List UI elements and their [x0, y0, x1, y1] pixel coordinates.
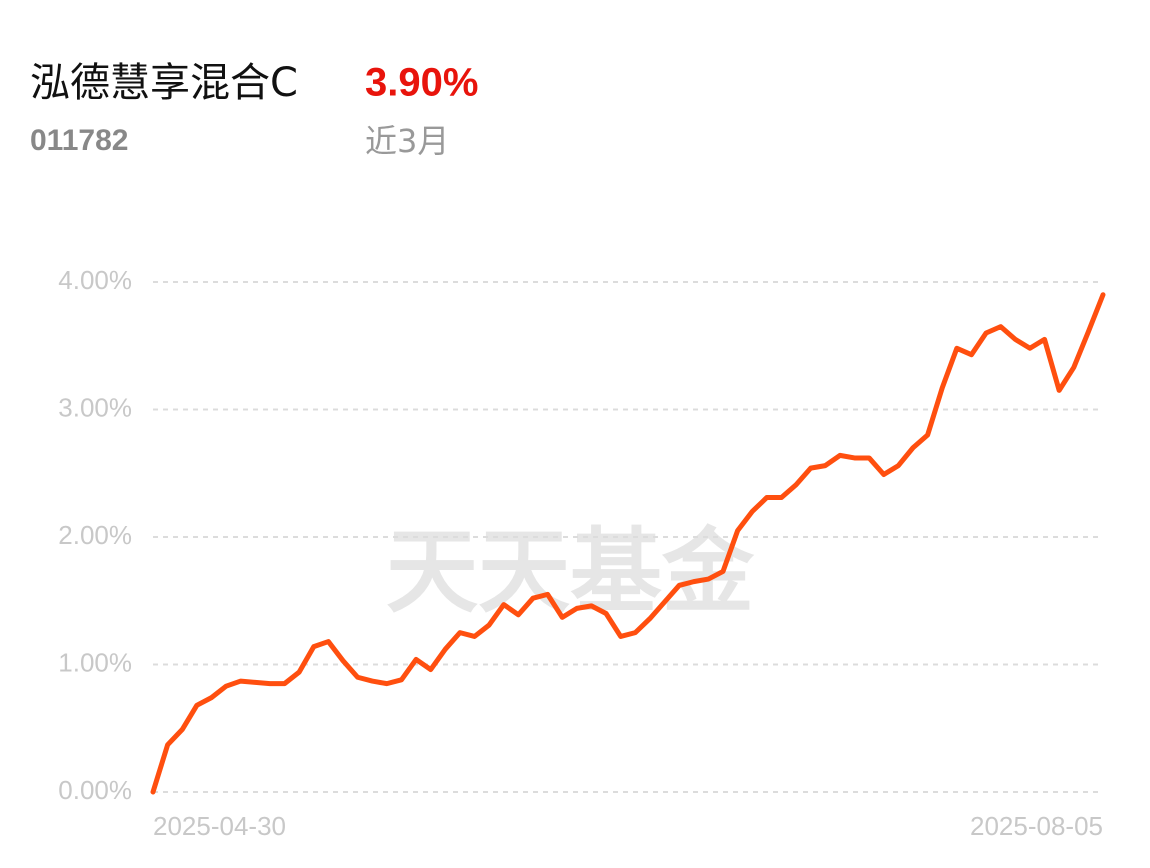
fund-name: 泓德慧享混合C — [30, 60, 298, 106]
watermark: 天天基金 — [386, 518, 755, 626]
fund-code: 011782 — [30, 124, 128, 157]
period: 近3月 — [365, 122, 449, 160]
y-tick-label: 3.00% — [58, 392, 132, 422]
fund-return: 3.90% — [365, 61, 478, 105]
y-tick-label: 4.00% — [58, 265, 132, 295]
y-tick-label: 2.00% — [58, 520, 132, 550]
x-tick-label: 2025-04-30 — [153, 811, 286, 841]
y-tick-label: 0.00% — [58, 775, 132, 805]
line — [150, 292, 1106, 795]
y-tick-label: 1.00% — [58, 647, 132, 677]
x-tick-label: 2025-08-05 — [970, 811, 1103, 841]
